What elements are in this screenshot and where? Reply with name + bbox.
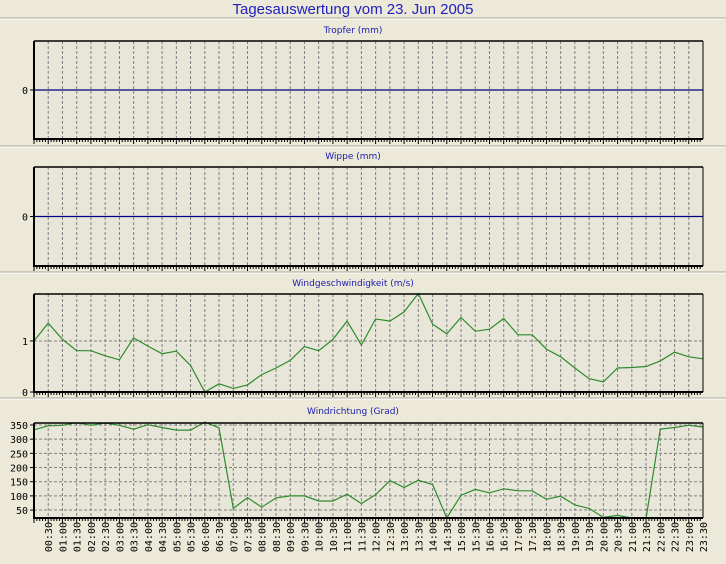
x-tick-label: 21:30: [642, 522, 653, 552]
x-tick-label: 10:00: [315, 522, 326, 552]
x-tick-label: 06:30: [215, 522, 226, 552]
x-tick-label: 22:00: [656, 522, 667, 552]
x-tick-label: 14:30: [443, 522, 454, 552]
x-tick-label: 06:00: [201, 522, 212, 552]
x-tick-label: 23:30: [699, 522, 710, 552]
plot-area: [34, 423, 703, 518]
y-tick-label: 350: [10, 421, 28, 432]
x-tick-label: 01:00: [58, 522, 69, 552]
x-tick-label: 07:00: [229, 522, 240, 552]
x-tick-label: 09:30: [300, 522, 311, 552]
x-tick-label: 07:30: [244, 522, 255, 552]
panel-2: 01: [22, 292, 704, 399]
series-line: [33, 421, 704, 520]
x-tick-label: 16:00: [485, 522, 496, 552]
y-tick-label: 300: [10, 435, 28, 446]
x-tick-label: 02:00: [87, 522, 98, 552]
panel-0: 0: [22, 40, 704, 144]
y-tick-label: 50: [16, 506, 28, 517]
x-tick-label: 21:00: [628, 522, 639, 552]
x-tick-label: 05:30: [187, 522, 198, 552]
x-tick-label: 20:30: [614, 522, 625, 552]
plot-area: [34, 294, 703, 392]
x-tick-label: 15:00: [457, 522, 468, 552]
panel-separators: [0, 17, 726, 400]
x-tick-label: 23:00: [685, 522, 696, 552]
x-tick-label: 20:00: [599, 522, 610, 552]
x-tick-label: 22:30: [671, 522, 682, 552]
series-line: [33, 292, 704, 393]
x-tick-label: 12:00: [372, 522, 383, 552]
x-tick-label: 10:30: [329, 522, 340, 552]
y-tick-label: 250: [10, 449, 28, 460]
y-tick-label: 200: [10, 464, 28, 475]
x-tick-label: 17:00: [514, 522, 525, 552]
panel-3: 50 100 150 200 250 300 350: [10, 421, 704, 523]
x-tick-label: 18:30: [557, 522, 568, 552]
x-tick-label: 11:00: [343, 522, 354, 552]
x-tick-label: 12:30: [386, 522, 397, 552]
x-tick-label: 00:30: [44, 522, 55, 552]
x-tick-label: 03:30: [130, 522, 141, 552]
x-tick-label: 18:00: [542, 522, 553, 552]
x-tick-label: 09:00: [286, 522, 297, 552]
x-tick-label: 01:30: [73, 522, 84, 552]
y-tick-label: 1: [22, 337, 28, 348]
y-tick-label: 0: [22, 388, 28, 399]
x-tick-labels: 00:30 01:00 01:30 02:00 02:30 03:00 03:30 04:00…: [44, 522, 710, 552]
y-tick-label: 0: [22, 86, 28, 97]
report-title: Tagesauswertung vom 23. Jun 2005: [233, 1, 474, 18]
panel-1: 0: [22, 166, 704, 271]
x-tick-label: 04:00: [144, 522, 155, 552]
x-tick-label: 08:00: [258, 522, 269, 552]
x-tick-label: 19:00: [571, 522, 582, 552]
panel-title-tropfer: Tropfer (mm): [323, 26, 383, 36]
panel-title-windrichtung: Windrichtung (Grad): [307, 407, 399, 417]
y-tick-label: 150: [10, 478, 28, 489]
x-tick-label: 11:30: [357, 522, 368, 552]
x-tick-label: 15:30: [471, 522, 482, 552]
x-tick-label: 04:30: [158, 522, 169, 552]
x-tick-label: 08:30: [272, 522, 283, 552]
panel-title-windgeschwindigkeit: Windgeschwindigkeit (m/s): [292, 279, 414, 289]
x-tick-label: 02:30: [101, 522, 112, 552]
panel-title-wippe: Wippe (mm): [325, 152, 381, 162]
x-tick-label: 13:30: [414, 522, 425, 552]
y-tick-label: 100: [10, 492, 28, 503]
x-tick-label: 13:00: [400, 522, 411, 552]
x-tick-label: 03:00: [115, 522, 126, 552]
x-tick-label: 05:00: [172, 522, 183, 552]
x-tick-label: 17:30: [528, 522, 539, 552]
x-tick-label: 16:30: [500, 522, 511, 552]
x-tick-label: 14:00: [429, 522, 440, 552]
y-tick-label: 0: [22, 213, 28, 224]
x-tick-label: 19:30: [585, 522, 596, 552]
